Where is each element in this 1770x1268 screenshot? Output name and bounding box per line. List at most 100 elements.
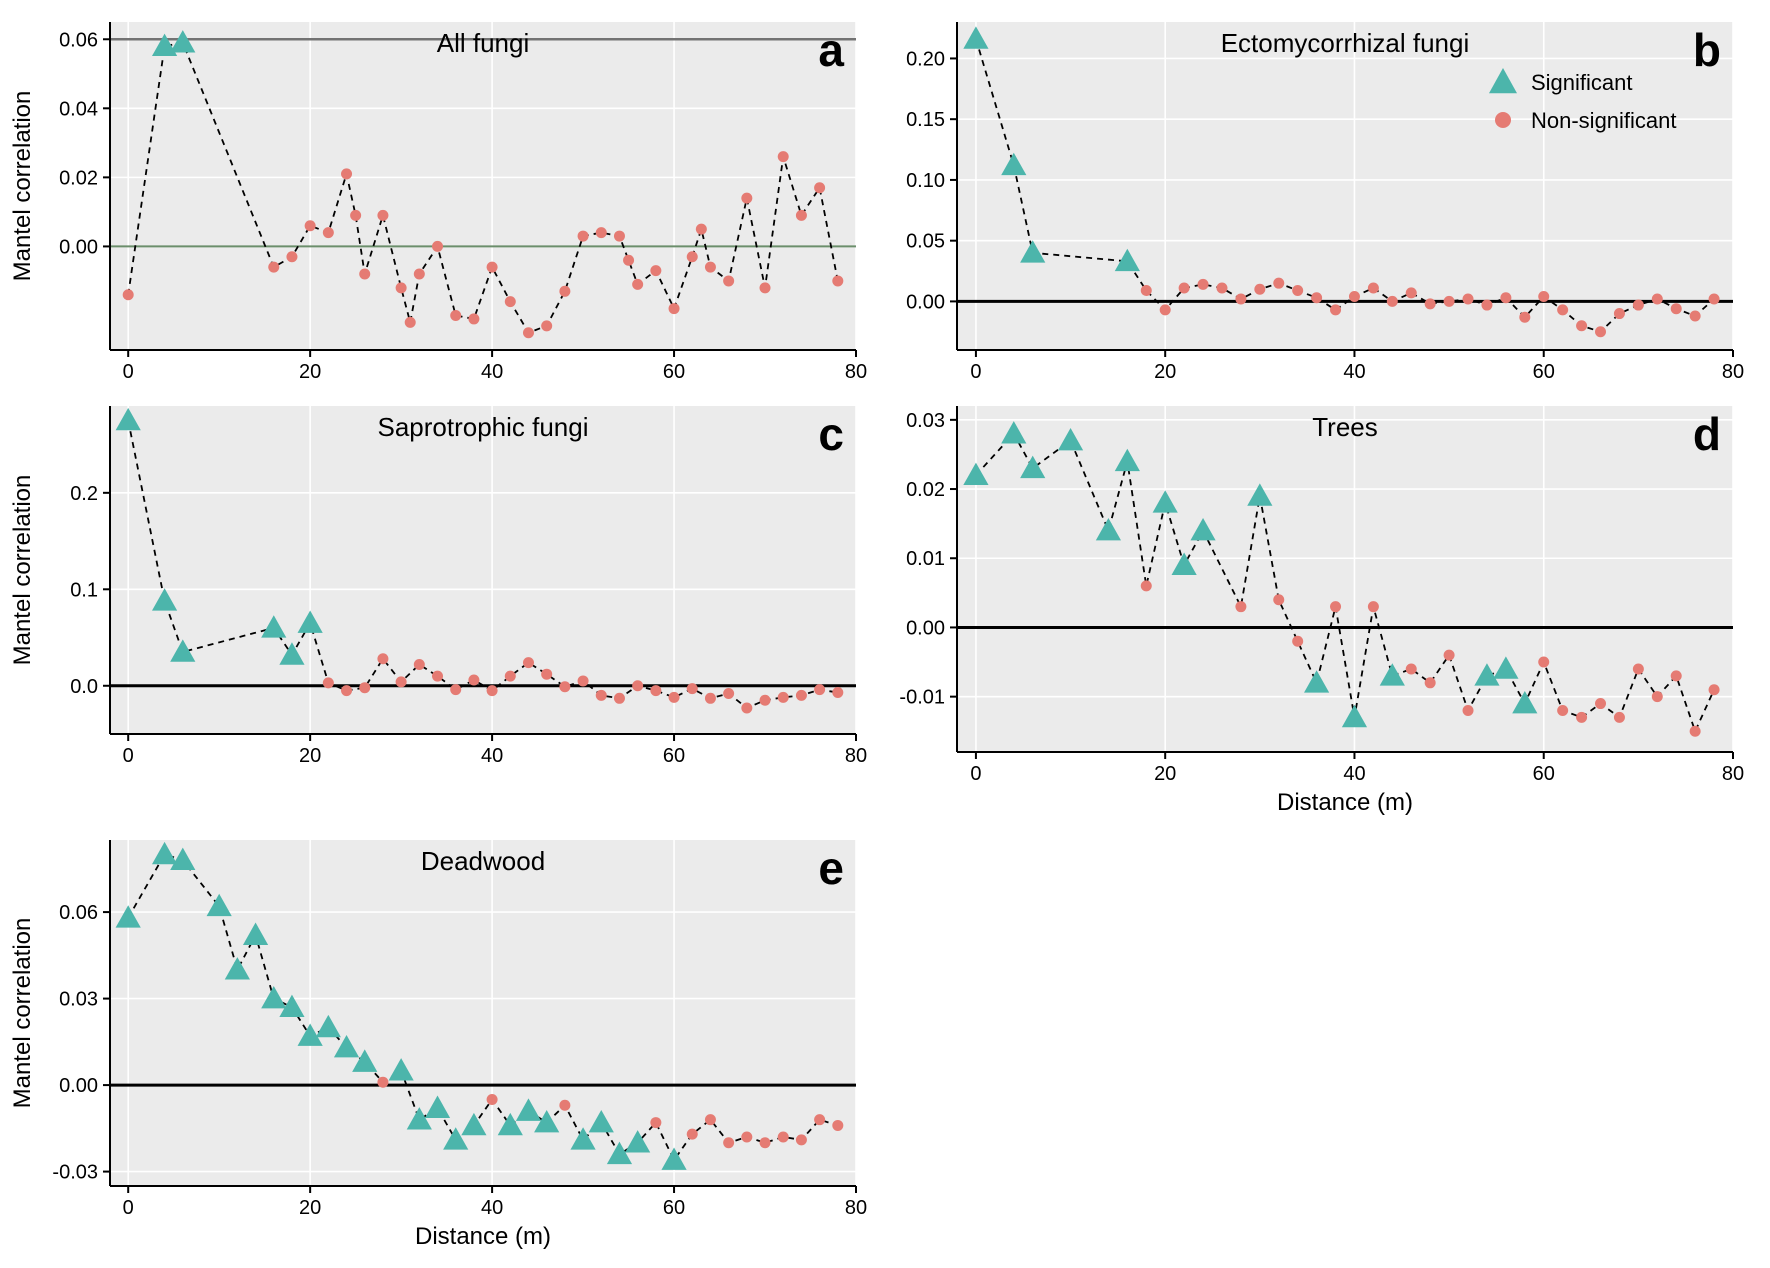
ytick-label: 0.01: [906, 548, 945, 570]
marker-nonsignificant: [487, 1094, 498, 1105]
xtick-label: 60: [663, 361, 685, 383]
marker-nonsignificant: [1254, 284, 1265, 295]
marker-nonsignificant: [1671, 670, 1682, 681]
xtick-label: 0: [970, 361, 981, 383]
legend-significant: Significant: [1531, 70, 1633, 95]
chart-d: 020406080-0.010.000.010.020.03TreesdDist…: [887, 394, 1747, 824]
marker-nonsignificant: [1292, 285, 1303, 296]
marker-nonsignificant: [614, 231, 625, 242]
marker-nonsignificant: [696, 224, 707, 235]
marker-nonsignificant: [760, 282, 771, 293]
marker-nonsignificant: [1330, 601, 1341, 612]
marker-nonsignificant: [741, 193, 752, 204]
marker-nonsignificant: [396, 282, 407, 293]
ytick-label: 0.03: [906, 410, 945, 432]
xtick-label: 80: [845, 1197, 867, 1219]
marker-nonsignificant: [468, 674, 479, 685]
marker-nonsignificant: [614, 693, 625, 704]
marker-nonsignificant: [1311, 292, 1322, 303]
marker-nonsignificant: [1387, 296, 1398, 307]
marker-nonsignificant: [669, 692, 680, 703]
marker-nonsignificant: [1519, 312, 1530, 323]
xtick-label: 60: [663, 745, 685, 767]
xtick-label: 40: [481, 745, 503, 767]
ytick-label: 0.06: [59, 29, 98, 51]
marker-nonsignificant: [1633, 663, 1644, 674]
marker-nonsignificant: [796, 1134, 807, 1145]
ytick-label: 0.10: [906, 170, 945, 192]
marker-nonsignificant: [1235, 293, 1246, 304]
panel-title: Saprotrophic fungi: [377, 412, 588, 442]
marker-nonsignificant: [723, 275, 734, 286]
marker-nonsignificant: [1368, 283, 1379, 294]
marker-nonsignificant: [377, 210, 388, 221]
marker-nonsignificant: [505, 296, 516, 307]
marker-nonsignificant: [286, 251, 297, 262]
marker-nonsignificant: [1576, 712, 1587, 723]
marker-nonsignificant: [741, 1131, 752, 1142]
marker-nonsignificant: [1406, 663, 1417, 674]
marker-nonsignificant: [487, 262, 498, 273]
panel-d: 020406080-0.010.000.010.020.03TreesdDist…: [887, 394, 1760, 824]
marker-nonsignificant: [341, 685, 352, 696]
marker-nonsignificant: [578, 675, 589, 686]
marker-nonsignificant: [1160, 304, 1171, 315]
marker-nonsignificant: [414, 659, 425, 670]
xtick-label: 80: [1722, 763, 1744, 785]
panel-e: 020406080-0.030.000.030.06DeadwoodeMante…: [10, 828, 883, 1258]
panel-title: Ectomycorrhizal fungi: [1221, 28, 1470, 58]
panel-title: Deadwood: [421, 846, 545, 876]
ytick-label: -0.01: [899, 687, 945, 709]
marker-nonsignificant: [1425, 298, 1436, 309]
ytick-label: 0.04: [59, 98, 98, 120]
xtick-label: 20: [299, 1197, 321, 1219]
marker-nonsignificant: [705, 693, 716, 704]
marker-nonsignificant: [305, 220, 316, 231]
xtick-label: 20: [299, 361, 321, 383]
marker-nonsignificant: [1368, 601, 1379, 612]
panel-title: All fungi: [437, 28, 530, 58]
marker-nonsignificant: [341, 168, 352, 179]
marker-nonsignificant: [1500, 292, 1511, 303]
panel-letter: e: [818, 842, 844, 894]
chart-b: 0204060800.000.050.100.150.20Ectomycorrh…: [887, 10, 1747, 390]
marker-nonsignificant: [632, 680, 643, 691]
marker-nonsignificant: [1330, 304, 1341, 315]
marker-nonsignificant: [650, 685, 661, 696]
legend-nonsignificant: Non-significant: [1531, 108, 1677, 133]
figure-grid: 0 20 40 60 80 0.00 0.02 0.04 0.06 All fungi a Mante…: [10, 10, 1760, 1258]
x-axis-label: Distance (m): [415, 1223, 551, 1250]
marker-nonsignificant: [377, 1077, 388, 1088]
marker-nonsignificant: [1481, 300, 1492, 311]
ytick-label: 0.15: [906, 109, 945, 131]
marker-nonsignificant: [778, 692, 789, 703]
marker-nonsignificant: [1633, 300, 1644, 311]
panel-letter: d: [1693, 408, 1721, 460]
marker-nonsignificant: [814, 684, 825, 695]
marker-nonsignificant: [687, 251, 698, 262]
marker-nonsignificant: [1444, 650, 1455, 661]
ytick-label: 0.00: [906, 617, 945, 639]
marker-nonsignificant: [1709, 684, 1720, 695]
marker-nonsignificant: [359, 682, 370, 693]
panel-letter: c: [818, 408, 844, 460]
marker-nonsignificant: [1292, 636, 1303, 647]
marker-nonsignificant: [541, 669, 552, 680]
ytick-label: 0.02: [59, 167, 98, 189]
ytick-label: 0.1: [70, 579, 98, 601]
y-axis-label: Mantel correlation: [10, 475, 36, 666]
marker-nonsignificant: [523, 327, 534, 338]
marker-nonsignificant: [1179, 283, 1190, 294]
marker-nonsignificant: [1216, 283, 1227, 294]
panel-letter: a: [818, 24, 844, 76]
marker-nonsignificant: [1576, 320, 1587, 331]
marker-nonsignificant: [1557, 304, 1568, 315]
marker-nonsignificant: [432, 671, 443, 682]
marker-nonsignificant: [523, 657, 534, 668]
marker-nonsignificant: [1538, 657, 1549, 668]
marker-nonsignificant: [1273, 278, 1284, 289]
xtick-label: 80: [845, 361, 867, 383]
ytick-label: 0.05: [906, 231, 945, 253]
ytick-label: 0.00: [59, 1075, 98, 1097]
marker-nonsignificant: [832, 1120, 843, 1131]
